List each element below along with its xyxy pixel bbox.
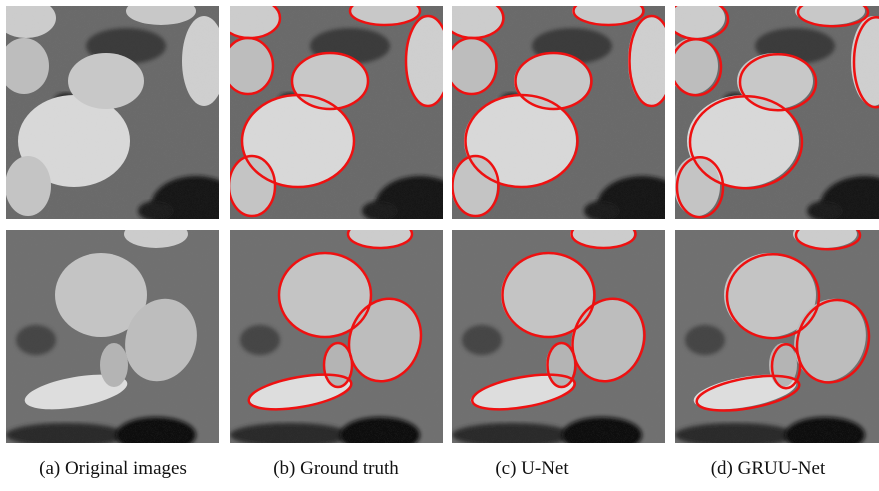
caption: (b) Ground truth bbox=[273, 458, 399, 479]
caption: (c) U-Net bbox=[495, 458, 569, 479]
caption: (d) GRUU-Net bbox=[711, 458, 826, 479]
microscopy-image bbox=[675, 220, 879, 453]
microscopy-image bbox=[220, 0, 465, 236]
page: (a) Original images (b) Ground truth (c)… bbox=[0, 0, 879, 486]
figure: (a) Original images (b) Ground truth (c)… bbox=[0, 0, 879, 486]
image-grid bbox=[0, 0, 879, 453]
microscopy-image bbox=[6, 220, 219, 453]
microscopy-image bbox=[452, 220, 665, 453]
microscopy-image bbox=[665, 0, 879, 236]
microscopy-image bbox=[230, 220, 443, 453]
microscopy-image bbox=[442, 0, 687, 236]
microscopy-image bbox=[0, 0, 241, 236]
caption: (a) Original images bbox=[39, 458, 187, 479]
